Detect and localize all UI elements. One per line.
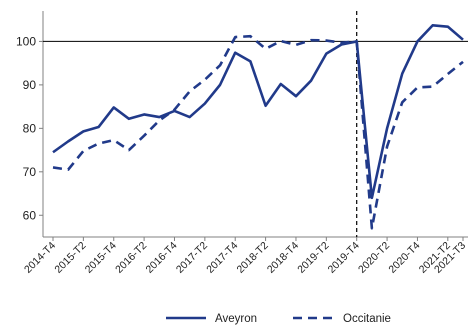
series-layer: [52, 24, 464, 230]
y-tick-label-100: 100: [16, 34, 36, 48]
x-tick-label-2019-T2: 2019-T2: [295, 240, 331, 276]
x-tick-label-2018-T2: 2018-T2: [235, 240, 271, 276]
series-line-occitanie: [52, 34, 464, 230]
x-tick-label-2016-T2: 2016-T2: [113, 240, 149, 276]
legend-label-aveyron: Aveyron: [215, 313, 257, 325]
y-tick-label-60: 60: [23, 208, 37, 222]
x-tick-label-2017-T4: 2017-T4: [204, 240, 240, 276]
x-tick-label-2015-T2: 2015-T2: [52, 240, 88, 276]
legend: Aveyron Occitanie: [166, 313, 391, 325]
axes-layer: 607080901002014-T42015-T22015-T42016-T22…: [16, 11, 468, 276]
x-tick-label-2015-T4: 2015-T4: [83, 240, 119, 276]
x-tick-label-2020-T4: 2020-T4: [386, 240, 422, 276]
x-tick-label-2017-T2: 2017-T2: [174, 240, 210, 276]
legend-label-occitanie: Occitanie: [343, 313, 391, 325]
x-tick-label-2016-T4: 2016-T4: [143, 240, 179, 276]
x-tick-label-2018-T4: 2018-T4: [265, 240, 301, 276]
reference-layer: [43, 11, 468, 237]
x-tick-label-2019-T4: 2019-T4: [326, 240, 362, 276]
series-line-aveyron: [52, 24, 464, 200]
x-tick-label-2014-T4: 2014-T4: [22, 240, 58, 276]
y-tick-label-80: 80: [23, 121, 37, 135]
y-tick-label-90: 90: [23, 78, 37, 92]
x-tick-label-2020-T2: 2020-T2: [356, 240, 392, 276]
y-tick-label-70: 70: [23, 165, 37, 179]
